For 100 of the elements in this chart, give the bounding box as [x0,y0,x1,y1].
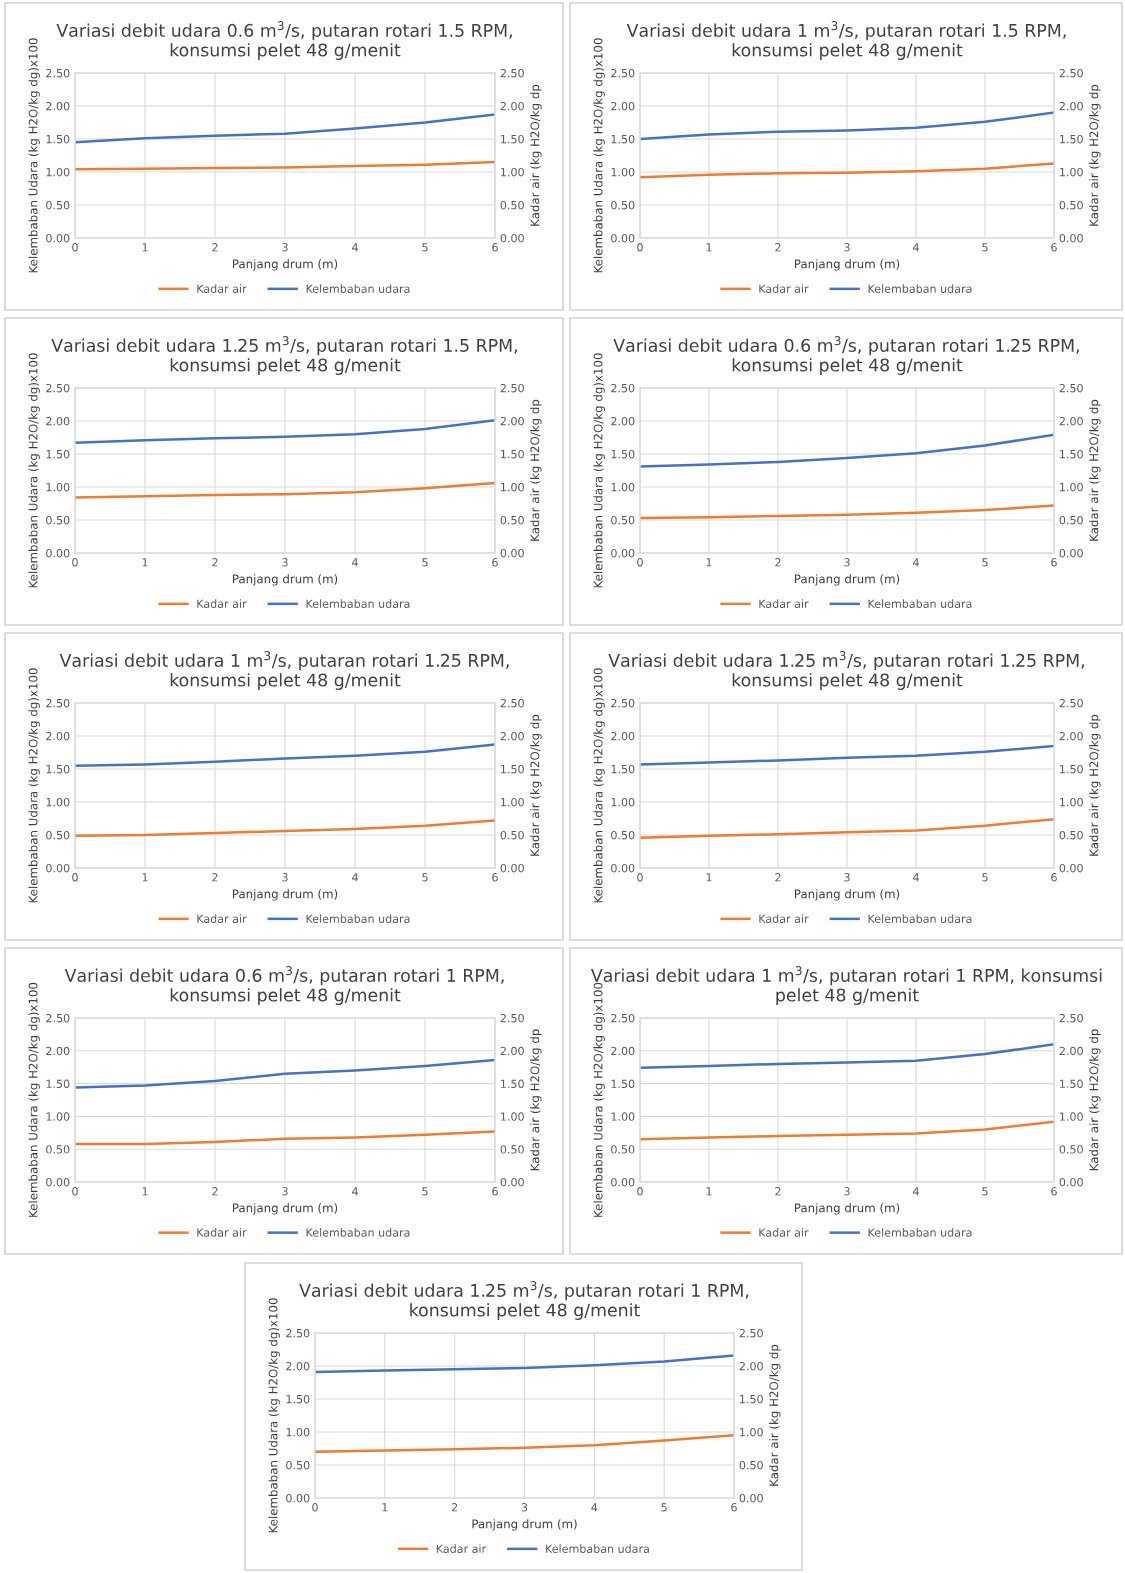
y2-tick-label: 0.50 [1059,830,1083,840]
y2-tick-label: 2.00 [1059,416,1083,426]
line-series [640,504,1054,520]
x-tick-label: 1 [142,243,148,252]
chart-title: Variasi debit udara 1.25 m$^{3}$/s, putaran rotari 1 RPM, konsumsi pelet 48 g/menit [299,1281,749,1320]
y-tick-label: 0.50 [611,200,635,210]
y2-tick-label: 0.50 [500,1145,524,1154]
y2-axis-title: Kadar air (kg H2O/kg dp [530,1029,542,1171]
y-tick-label: 1.50 [46,1079,70,1088]
y-tick-label: 0.00 [46,1177,70,1187]
x-tick-label: 0 [72,873,78,882]
y2-tick-label: 2.50 [500,1013,524,1023]
x-tick-label: 5 [982,1187,988,1196]
line-series [640,111,1054,141]
y2-tick-label: 2.50 [1059,68,1083,78]
y2-tick-label: 1.00 [1060,1112,1083,1121]
y-tick-label: 2.00 [611,416,635,426]
y2-tick-label: 0.00 [1059,1177,1083,1187]
x-tick-label: 5 [422,873,428,882]
line-series [75,819,495,837]
x-axis-title: Panjang drum (m) [794,574,900,586]
x-tick-label: 0 [72,243,78,252]
y-tick-label: 0.00 [611,863,635,873]
chart-title: Variasi debit udara 0.6 m$^{3}$/s, putaran rotari 1.5 RPM, konsumsi pelet 48 g/menit [56,21,512,60]
y-tick-label: 0.00 [611,548,635,558]
line-series [75,1058,495,1089]
y-tick-label: 1.00 [46,167,70,177]
legend-label: Kadar air [759,1228,809,1237]
line-series [315,1434,734,1454]
y2-tick-label: 1.00 [501,482,524,492]
y-tick-label: 2.00 [46,731,70,741]
line-series [75,481,495,499]
chart-title: Variasi debit udara 1 m$^{3}$/s, putaran rotari 1.5 RPM, konsumsi pelet 48 g/menit [626,21,1066,60]
legend-label: Kadar air [197,599,247,608]
x-tick-label: 0 [637,558,643,567]
x-tick-label: 1 [142,873,148,882]
y2-tick-label: 0.00 [500,863,524,873]
line-series [640,1042,1054,1070]
y-tick-label: 2.50 [611,1013,635,1023]
y2-tick-label: 2.00 [500,416,524,426]
y2-tick-label: 2.50 [500,383,524,393]
y2-axis-title: Kadar air (kg H2O/kg dp [769,1344,781,1486]
line-series [640,744,1054,766]
y-tick-label: 2.50 [46,698,70,708]
y-tick-label: 2.50 [611,383,635,393]
y-tick-label: 1.00 [46,1112,70,1121]
x-tick-label: 2 [775,558,781,567]
y2-tick-label: 0.50 [1059,200,1083,210]
y-tick-label: 2.50 [286,1328,310,1338]
y-tick-label: 0.50 [611,830,635,840]
legend-label: Kadar air [436,1544,487,1553]
y2-tick-label: 1.00 [1060,482,1083,492]
y-tick-label: 2.50 [46,1013,70,1023]
y2-tick-label: 1.00 [501,797,524,807]
x-tick-label: 4 [352,873,358,882]
y2-axis-title: Kadar air (kg H2O/kg dp [1089,84,1101,226]
y2-tick-label: 1.00 [1060,797,1083,807]
y2-tick-label: 2.50 [500,698,524,708]
y-axis-title: Kelembaban Udara (kg H2O/kg dg)x100 [593,353,605,588]
x-tick-label: 3 [282,1187,288,1196]
y-tick-label: 1.50 [46,449,70,459]
y-tick-label: 1.00 [611,167,635,177]
y2-tick-label: 1.50 [1060,449,1083,459]
x-tick-label: 4 [913,243,919,252]
y2-tick-label: 0.00 [1059,233,1083,243]
y2-tick-label: 1.50 [1060,134,1083,144]
legend-label: Kelembaban udara [868,599,972,608]
y2-tick-label: 0.00 [500,1177,524,1187]
y2-axis-title: Kadar air (kg H2O/kg dp [1089,714,1101,856]
y2-tick-label: 1.50 [740,1394,763,1404]
x-tick-label: 3 [282,558,288,567]
y2-tick-label: 1.50 [501,449,524,459]
y-tick-label: 1.50 [286,1394,310,1404]
x-axis-title: Panjang drum (m) [232,1203,338,1215]
y-tick-label: 1.50 [611,134,635,144]
y-tick-label: 1.00 [286,1427,310,1437]
x-tick-label: 4 [913,558,919,567]
y2-tick-label: 2.50 [1059,1013,1083,1023]
y-tick-label: 2.50 [46,383,70,393]
x-tick-label: 2 [212,243,218,252]
y2-tick-label: 1.50 [501,134,524,144]
y2-tick-label: 1.50 [1060,1079,1083,1088]
y2-tick-label: 1.00 [501,1112,524,1121]
y2-tick-label: 2.00 [739,1361,763,1371]
y2-tick-label: 1.50 [501,764,524,774]
chart-title: Variasi debit udara 1.25 m$^{3}$/s, putaran rotari 1.25 RPM, konsumsi pelet 48 g/menit [608,651,1084,690]
y2-tick-label: 2.00 [1059,1046,1083,1056]
x-tick-label: 4 [913,1187,919,1196]
y2-tick-label: 0.00 [500,233,524,243]
legend-label: Kadar air [197,914,247,923]
y2-tick-label: 0.00 [500,548,524,558]
legend-label: Kelembaban udara [306,599,410,608]
x-tick-label: 6 [1051,243,1057,252]
y-tick-label: 0.50 [46,200,70,210]
x-axis-title: Panjang drum (m) [794,1203,900,1215]
y-axis-title: Kelembaban Udara (kg H2O/kg dg)x100 [28,668,40,903]
y-tick-label: 2.00 [46,101,70,111]
x-tick-label: 6 [1051,1187,1057,1196]
legend-label: Kadar air [759,914,809,923]
y-tick-label: 1.00 [46,482,70,492]
